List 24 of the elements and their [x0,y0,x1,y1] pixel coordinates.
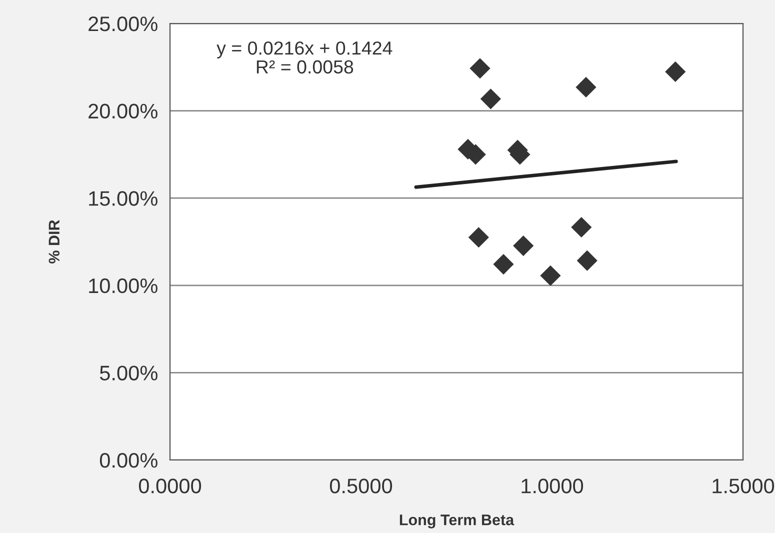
y-tick-label: 25.00% [88,16,158,32]
point [468,227,489,248]
point [665,61,686,82]
annotation: y = 0.0216x + 0.1424 [216,41,392,58]
y-tick-label: 15.00% [89,191,158,206]
point [540,265,561,286]
x-tick-label: 1.5000 [712,478,774,494]
y-tick-label: 10.00% [89,278,158,294]
x-tick-label: 0.0000 [138,478,202,494]
y-axis-title: % DIR [48,220,60,264]
x-tick-label: 0.5000 [330,478,392,494]
annotation: R² = 0.0058 [256,60,354,74]
point [576,76,596,98]
point [470,58,490,79]
y-tick-label: 20.00% [88,104,158,119]
y-tick-label: 0.00% [100,453,158,468]
point [576,250,598,271]
point [571,216,592,238]
x-axis-title: Long Term Beta [400,514,514,528]
point [493,254,514,275]
point [480,88,501,110]
x-tick-label: 1.0000 [522,478,584,494]
point [513,235,534,256]
y-tick-label: 5.00% [100,366,158,380]
